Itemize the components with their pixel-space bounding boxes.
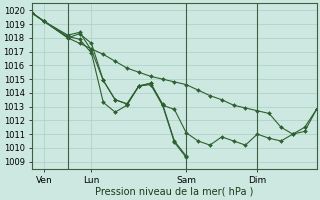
X-axis label: Pression niveau de la mer( hPa ): Pression niveau de la mer( hPa ) — [95, 187, 253, 197]
